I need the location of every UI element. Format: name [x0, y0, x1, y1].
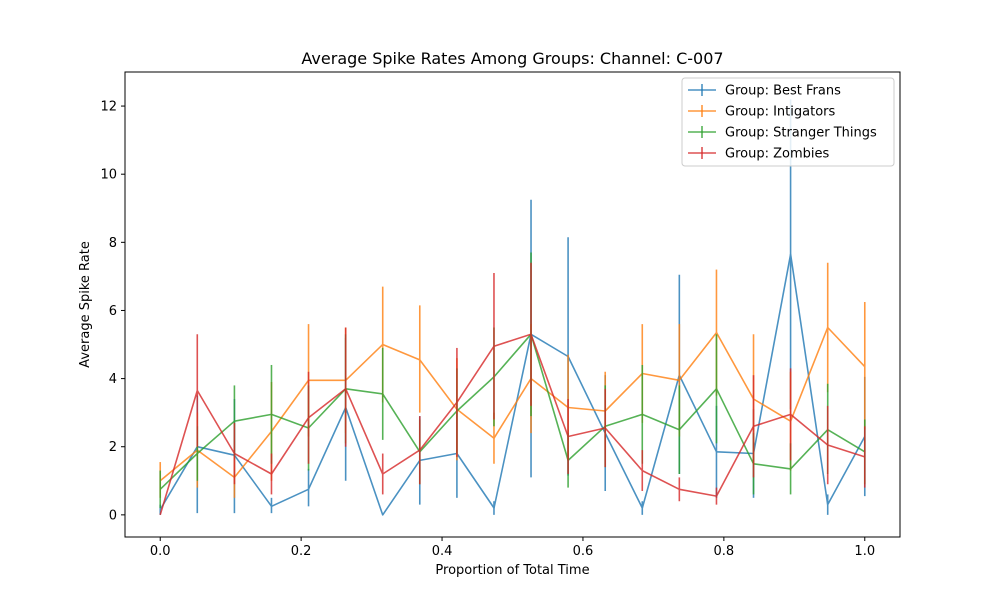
chart-title: Average Spike Rates Among Groups: Channe…: [301, 49, 723, 68]
legend-box: [681, 77, 895, 167]
x-tick-label: 0.6: [573, 544, 594, 559]
x-axis: 0.0 0.2 0.4 0.6 0.8 1.0: [150, 537, 875, 559]
y-tick-label: 12: [100, 100, 117, 115]
series-zombies: [159, 262, 866, 516]
y-tick-label: 2: [109, 440, 117, 455]
y-tick-label: 8: [109, 236, 117, 251]
x-axis-label: Proportion of Total Time: [435, 563, 589, 578]
y-tick-label: 0: [109, 508, 117, 523]
legend-label-best-frans: Group: Best Frans: [725, 84, 841, 99]
legend: Group: Best Frans Group: Intigators Group:…: [681, 77, 895, 167]
y-axis-label: Average Spike Rate: [78, 241, 93, 368]
x-tick-label: 0.0: [150, 544, 171, 559]
series-line-intigators: [159, 326, 866, 482]
y-axis: 0 2 4 6 8 10 12: [100, 100, 125, 523]
plot-area: [159, 99, 866, 516]
legend-label-zombies: Group: Zombies: [725, 147, 829, 162]
series-line-best-frans: [159, 253, 866, 516]
legend-label-stranger-things: Group: Stranger Things: [725, 126, 877, 141]
y-tick-label: 4: [109, 372, 117, 387]
legend-label-intigators: Group: Intigators: [725, 105, 835, 120]
x-tick-label: 0.2: [291, 544, 312, 559]
x-tick-label: 0.4: [432, 544, 453, 559]
y-tick-label: 6: [109, 304, 117, 319]
series-line-stranger-things: [159, 333, 866, 490]
x-tick-label: 1.0: [854, 544, 875, 559]
x-tick-label: 0.8: [714, 544, 735, 559]
series-line-zombies: [159, 333, 866, 516]
axes-frame: [124, 71, 901, 538]
y-tick-label: 10: [100, 168, 117, 183]
